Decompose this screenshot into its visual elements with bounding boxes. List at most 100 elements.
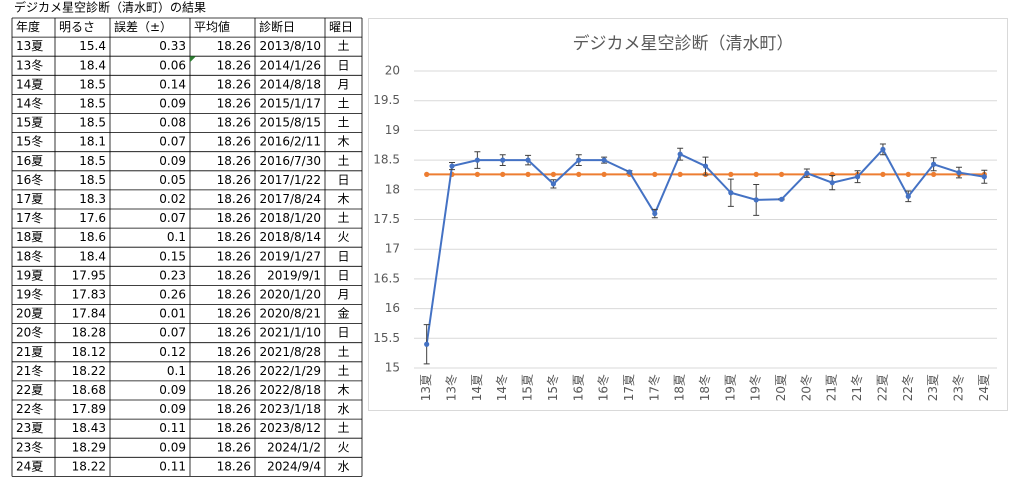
data-point xyxy=(728,171,734,177)
table-cell: 18.26 xyxy=(217,345,251,359)
table-cell: 月 xyxy=(337,287,349,301)
table-cell: 0.06 xyxy=(159,58,186,72)
table-cell: 18.5 xyxy=(79,116,106,130)
data-point xyxy=(753,171,759,177)
data-point xyxy=(981,174,987,180)
table-cell: 18.26 xyxy=(217,135,251,149)
table-cell: 土 xyxy=(337,116,349,130)
table-cell: 土 xyxy=(337,211,349,225)
x-tick-label: 16夏 xyxy=(571,374,585,401)
y-tick-label: 19.5 xyxy=(373,93,400,107)
table-cell: 14冬 xyxy=(16,95,43,110)
table-cell: 18.28 xyxy=(72,326,106,340)
table-cell: 2024/9/4 xyxy=(267,459,321,473)
table-cell: 24夏 xyxy=(16,459,43,473)
table-cell: 18.1 xyxy=(79,135,106,149)
data-point xyxy=(804,170,810,176)
table-cell: 2016/7/30 xyxy=(259,154,321,168)
table-cell: 0.23 xyxy=(159,268,186,282)
table-cell: 0.12 xyxy=(159,345,186,359)
data-point xyxy=(424,171,430,177)
x-tick-label: 13夏 xyxy=(419,374,433,401)
data-point xyxy=(424,341,430,347)
table-cell: 2015/8/15 xyxy=(259,116,321,130)
table-cell: 18.22 xyxy=(72,364,106,378)
table-cell: 2022/1/29 xyxy=(259,364,321,378)
table-cell: 18.26 xyxy=(217,116,251,130)
table-cell: 18.26 xyxy=(217,307,251,321)
x-tick-label: 19夏 xyxy=(723,374,737,401)
y-tick-label: 20 xyxy=(385,64,400,78)
x-tick-label: 23夏 xyxy=(926,374,940,401)
data-point xyxy=(931,171,937,177)
table-cell: 0.11 xyxy=(159,459,186,473)
data-point xyxy=(905,193,911,199)
table-cell: 18.12 xyxy=(72,345,106,359)
data-point xyxy=(652,210,658,217)
x-tick-label: 15冬 xyxy=(545,374,560,401)
table-cell: 月 xyxy=(337,77,349,91)
x-tick-label: 14冬 xyxy=(494,374,509,401)
table-cell: 0.01 xyxy=(159,307,186,321)
y-tick-label: 17 xyxy=(385,242,400,256)
table-cell: 0.14 xyxy=(159,77,186,91)
table-cell: 0.11 xyxy=(159,421,186,435)
data-point xyxy=(500,157,506,163)
x-tick-label: 14夏 xyxy=(470,374,484,401)
table-cell: 0.26 xyxy=(159,287,186,301)
table-cell: 2018/1/20 xyxy=(259,211,321,225)
table-cell: 2022/8/18 xyxy=(259,383,321,397)
table-cell: 18.6 xyxy=(79,230,106,244)
table-cell: 2024/1/2 xyxy=(267,440,321,454)
table-cell: 0.09 xyxy=(159,383,186,397)
x-tick-label: 17冬 xyxy=(646,374,661,401)
table-cell: 18.26 xyxy=(217,39,251,53)
table-cell: 0.09 xyxy=(159,96,186,110)
table-cell: 2013/8/10 xyxy=(259,39,321,53)
data-point xyxy=(500,171,506,177)
data-point xyxy=(474,171,480,177)
data-point xyxy=(449,163,455,169)
table-cell: 水 xyxy=(337,459,349,473)
data-point xyxy=(677,151,683,157)
table-cell: 0.15 xyxy=(159,249,186,263)
table-cell: 18.4 xyxy=(79,249,106,263)
table-cell: 16夏 xyxy=(16,154,43,168)
table-cell: 土 xyxy=(337,96,349,110)
table-cell: 17.84 xyxy=(72,307,106,321)
table-cell: 18.5 xyxy=(79,154,106,168)
table-cell: 18.43 xyxy=(72,421,106,435)
table-cell: 18冬 xyxy=(16,248,43,263)
y-tick-label: 15 xyxy=(385,361,400,375)
table-cell: 18.4 xyxy=(79,58,106,72)
data-point xyxy=(601,157,607,163)
table-cell: 土 xyxy=(337,39,349,53)
data-point xyxy=(550,171,557,177)
data-point xyxy=(880,171,886,177)
table-cell: 日 xyxy=(337,326,349,340)
table-cell: 0.33 xyxy=(159,39,186,53)
table-cell: 19冬 xyxy=(16,286,43,301)
data-point xyxy=(956,169,962,176)
table-cell: 18.26 xyxy=(217,440,251,454)
x-tick-label: 18冬 xyxy=(697,374,712,401)
table-header: 診断日 xyxy=(259,19,295,34)
x-tick-label: 17夏 xyxy=(622,374,636,401)
x-tick-label: 13冬 xyxy=(444,374,459,401)
table-cell: 0.07 xyxy=(159,211,186,225)
table-cell: 金 xyxy=(337,306,349,321)
table-cell: 13冬 xyxy=(16,57,43,72)
table-cell: 2018/8/14 xyxy=(259,230,321,244)
table-cell: 2023/1/18 xyxy=(259,402,321,416)
table-cell: 2021/1/10 xyxy=(259,326,321,340)
x-tick-label: 15夏 xyxy=(521,374,535,401)
table-cell: 18.26 xyxy=(217,326,251,340)
table-cell: 18.26 xyxy=(217,211,251,225)
x-tick-label: 20夏 xyxy=(774,374,788,401)
y-tick-label: 16.5 xyxy=(373,271,400,285)
data-point xyxy=(880,146,886,153)
data-point xyxy=(626,169,633,175)
table-cell: 0.07 xyxy=(159,135,186,149)
